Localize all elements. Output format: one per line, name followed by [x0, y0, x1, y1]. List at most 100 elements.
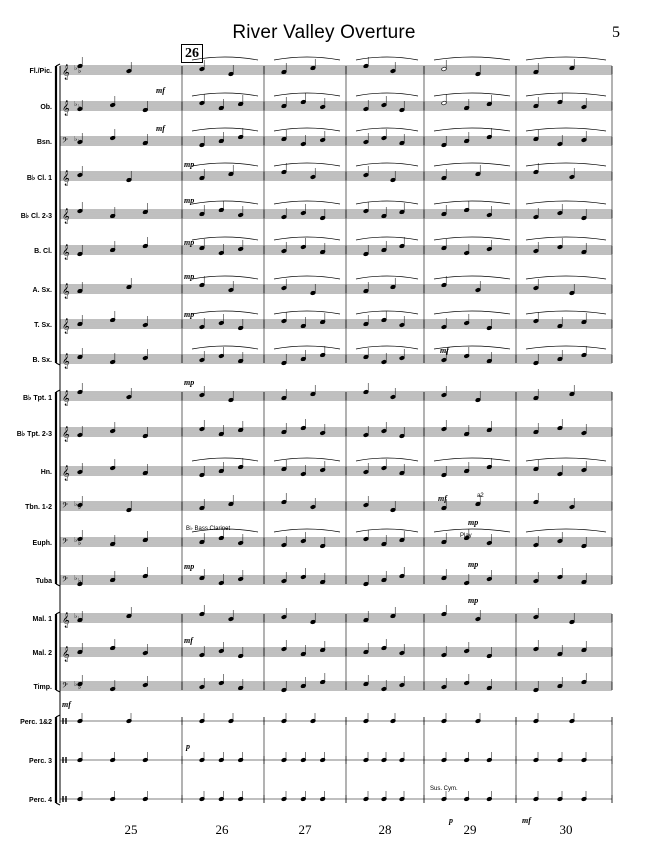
note-head [581, 796, 587, 802]
note-head [390, 718, 396, 724]
slur [525, 310, 607, 315]
slur [525, 200, 607, 205]
page-number: 5 [612, 24, 620, 41]
dynamic-marking: mf [62, 700, 71, 709]
slur [273, 56, 341, 61]
dynamic-marking: mp [184, 160, 195, 169]
note-head [381, 796, 387, 802]
slur [273, 127, 341, 132]
instrument-label: Mal. 1 [32, 616, 52, 623]
instrument-label: Mal. 2 [32, 650, 52, 657]
note-head [199, 796, 205, 802]
note-head [237, 796, 244, 802]
instrument-label: Bsn. [36, 139, 52, 146]
note-head [381, 757, 387, 763]
note-head [441, 796, 447, 802]
note-head [363, 757, 369, 763]
flat-icon: ♭ [78, 577, 81, 585]
slur [355, 162, 419, 167]
slur [355, 528, 419, 533]
slur [273, 236, 341, 241]
clef-icon: 𝄞 [62, 65, 70, 80]
flat-icon: ♭ [74, 100, 77, 108]
clef-icon: 𝄞 [62, 647, 70, 662]
slur [273, 200, 341, 205]
slur [355, 345, 419, 350]
clef-icon: 𝄞 [62, 427, 70, 442]
clef-icon: 𝄞 [62, 354, 70, 369]
slur [433, 162, 511, 167]
slur [525, 457, 607, 462]
clef-icon: 𝄞 [62, 284, 70, 299]
note-head [475, 718, 481, 724]
dynamic-marking: mp [468, 596, 479, 605]
flat-icon: ♭ [74, 680, 77, 688]
instrument-label: T. Sx. [34, 322, 52, 329]
instrument-label: B♭ Tpt. 1 [23, 395, 52, 402]
note-head [581, 757, 587, 763]
slur [273, 275, 341, 280]
instrument-label: Perc. 4 [29, 797, 52, 804]
slur [355, 92, 419, 97]
slur [355, 310, 419, 315]
measure-number: 25 [124, 822, 138, 837]
note-head [441, 718, 447, 724]
note-head [109, 757, 116, 763]
note-head [199, 718, 205, 724]
clef-icon: 𝄞 [62, 391, 70, 406]
instrument-label: Timp. [33, 684, 52, 691]
note-head [533, 796, 539, 802]
dynamic-marking: mf [184, 636, 193, 645]
slur [355, 236, 419, 241]
dynamic-marking: mp [468, 560, 479, 569]
slur [433, 56, 511, 61]
note-head [77, 757, 83, 763]
flat-icon: ♭ [74, 536, 77, 544]
flat-icon: ♭ [74, 500, 77, 508]
slur [355, 56, 419, 61]
measure-number: 27 [298, 822, 312, 837]
note-head [557, 796, 563, 802]
cue-label: B♭ Bass Clarinet [186, 526, 231, 532]
instrument-label: Hn. [40, 469, 52, 476]
clef-icon: 𝄢 [62, 136, 68, 147]
slur [433, 127, 511, 132]
slur [433, 92, 511, 97]
slur [355, 200, 419, 205]
dynamic-marking: mp [184, 378, 195, 387]
note-head [533, 718, 539, 724]
dynamic-marking: mp [468, 518, 479, 527]
a2-label: a2 [477, 493, 484, 499]
note-head [486, 757, 493, 763]
flat-icon: ♭ [78, 539, 81, 547]
note-head [399, 796, 405, 802]
instrument-label: Euph. [32, 540, 52, 547]
flat-icon: ♭ [74, 612, 77, 620]
dynamic-marking: mf [438, 494, 447, 503]
note-head [109, 796, 116, 802]
slur [525, 162, 607, 167]
dynamic-marking: mp [184, 272, 195, 281]
slur [273, 310, 341, 315]
slur [273, 162, 341, 167]
slur [525, 236, 607, 241]
note-head [399, 757, 405, 763]
note-head [281, 718, 287, 724]
slur [355, 275, 419, 280]
dynamic-marking: mf [522, 816, 531, 825]
group-bracket [55, 63, 61, 67]
note-head [218, 757, 225, 763]
slur [525, 528, 607, 533]
note-head [463, 796, 470, 802]
group-bracket [55, 362, 61, 366]
flat-icon: ♭ [74, 574, 77, 582]
instrument-label: B. Sx. [32, 357, 52, 364]
slur [355, 457, 419, 462]
dynamic-marking: p [449, 816, 453, 825]
note-head [300, 757, 307, 763]
clef-icon: 𝄢 [62, 537, 68, 548]
slur [191, 200, 259, 205]
flat-icon: ♭ [78, 683, 81, 691]
clef-icon: 𝄢 [62, 575, 68, 586]
